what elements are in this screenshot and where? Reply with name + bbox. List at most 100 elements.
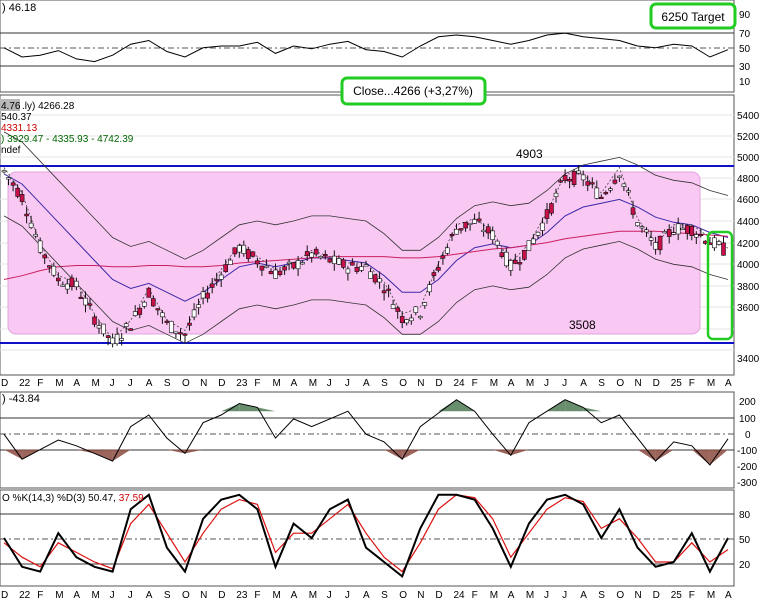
close-callout-text: Close...4266 (+3,27%) xyxy=(353,84,473,98)
candle-body xyxy=(535,231,541,236)
rsi-series-line xyxy=(3,32,729,63)
cci-tick-label: -300 xyxy=(737,478,757,489)
candle-body xyxy=(250,251,256,257)
candle-body xyxy=(531,238,536,244)
candle-body xyxy=(178,332,183,335)
time-tick-label: N xyxy=(635,378,642,389)
time-tick-label: M xyxy=(309,590,317,601)
candle-body xyxy=(327,258,333,263)
candle-body xyxy=(395,307,401,312)
candle-body xyxy=(15,188,20,197)
time-tick-label: O xyxy=(616,378,624,389)
time-tick-label: A xyxy=(146,378,153,389)
price-tick-label: 3600 xyxy=(737,303,760,314)
time-tick-label: D xyxy=(1,378,8,389)
cci-oversold-fill xyxy=(691,449,710,465)
candle-body xyxy=(693,234,699,238)
price-tick-label: 3800 xyxy=(737,282,760,293)
candle-body xyxy=(331,255,337,265)
candle-body xyxy=(431,272,437,276)
cci-tick-label: 100 xyxy=(739,414,756,425)
time-tick-label: A xyxy=(291,590,298,601)
candle-body xyxy=(567,179,572,182)
cci-overbought-fill xyxy=(221,403,240,412)
candle-body xyxy=(173,331,179,334)
candle-body xyxy=(151,298,156,307)
time-tick-label: F xyxy=(689,378,695,389)
time-tick-label: J xyxy=(110,378,115,389)
price-legend: 4.76 .ly) 4266.28 540.37 4331.13 ) 3929.… xyxy=(1,101,134,156)
stoch-d-line xyxy=(3,494,729,573)
time-tick-label: A xyxy=(580,590,587,601)
candle-body xyxy=(540,222,545,231)
time-tick-label: J xyxy=(327,590,332,601)
candle-body xyxy=(137,307,143,315)
candle-body xyxy=(644,229,649,233)
stoch-tick-label: 50 xyxy=(739,535,751,546)
stoch-lines-group xyxy=(3,493,729,579)
candle-body xyxy=(698,233,704,236)
candle-body xyxy=(78,296,84,300)
candle-body xyxy=(246,249,251,259)
time-tick-label: J xyxy=(544,590,549,601)
candle-body xyxy=(463,222,468,229)
time-tick-label: M xyxy=(526,590,534,601)
time-tick-label: 24 xyxy=(454,378,466,389)
candle-body xyxy=(571,171,577,185)
legend-line: .ly) 4266.28 xyxy=(22,101,75,112)
candle-body xyxy=(295,260,301,270)
candle-body xyxy=(209,283,215,288)
candle-body xyxy=(481,229,486,232)
candle-body xyxy=(155,308,161,311)
candle-body xyxy=(55,277,61,282)
time-tick-label: D xyxy=(1,590,8,601)
price-tick-label: 5400 xyxy=(737,111,760,122)
cci-oversold-fill xyxy=(4,449,23,460)
candle-body xyxy=(336,258,342,265)
candle-body xyxy=(241,244,247,254)
candle-body xyxy=(721,242,726,256)
candle-body xyxy=(639,226,645,229)
candle-body xyxy=(146,287,152,298)
time-tick-label: O xyxy=(182,378,190,389)
time-tick-label: F xyxy=(689,590,695,601)
candle-body xyxy=(517,262,523,265)
candle-body xyxy=(635,222,640,227)
target-callout-text: 6250 Target xyxy=(661,10,725,24)
candle-body xyxy=(476,218,482,222)
candle-body xyxy=(123,323,129,327)
stoch-axis: 80 50 20 xyxy=(739,510,751,571)
candle-body xyxy=(399,316,405,323)
candle-body xyxy=(562,175,568,181)
stoch-panel: O %K(14,3) %D(3) 50.47, 37.59 80 50 20 xyxy=(0,489,751,587)
time-tick-label: O xyxy=(399,378,407,389)
cci-oversold-fill xyxy=(185,449,204,454)
candle-body xyxy=(69,277,75,287)
target-callout-box xyxy=(649,2,737,30)
time-tick-label: M xyxy=(92,378,100,389)
time-tick-label: M xyxy=(273,378,281,389)
candle-body xyxy=(273,269,278,279)
candle-body xyxy=(228,259,233,266)
candle-body xyxy=(291,262,296,269)
time-tick-label: M xyxy=(490,378,498,389)
candle-body xyxy=(544,209,550,219)
time-tick-label: F xyxy=(254,378,260,389)
time-tick-label: J xyxy=(345,378,350,389)
candle-body xyxy=(576,170,582,174)
rsi-tick-label: 70 xyxy=(739,29,751,40)
time-tick-label: A xyxy=(291,378,298,389)
legend-line: 4.76 xyxy=(1,101,21,112)
candle-body xyxy=(666,229,672,237)
candle-body xyxy=(503,251,509,267)
candle-body xyxy=(499,252,505,258)
candle-body xyxy=(512,259,518,264)
candle-body xyxy=(218,274,224,280)
candle-body xyxy=(440,255,446,259)
stoch-tick-label: 80 xyxy=(739,510,751,521)
candle-body xyxy=(309,252,315,258)
candles-group xyxy=(1,165,726,348)
time-tick-label: A xyxy=(363,590,370,601)
time-tick-label: M xyxy=(707,378,715,389)
